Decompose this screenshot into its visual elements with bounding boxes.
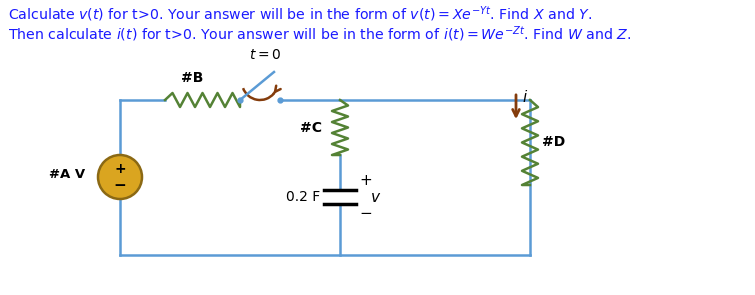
Text: Then calculate $i(t)$ for t>0. Your answer will be in the form of $i(t) = We^{-Z: Then calculate $i(t)$ for t>0. Your answ…	[8, 24, 631, 44]
Text: −: −	[113, 178, 126, 194]
Text: $i$: $i$	[522, 89, 528, 105]
Text: +: +	[359, 173, 371, 188]
Text: #C: #C	[300, 120, 322, 135]
Text: Calculate $v(t)$ for t>0. Your answer will be in the form of $v(t) = Xe^{-Yt}$. : Calculate $v(t)$ for t>0. Your answer wi…	[8, 4, 592, 24]
Text: 0.2 F: 0.2 F	[285, 190, 320, 204]
Text: $t = 0$: $t = 0$	[249, 48, 281, 62]
Text: #A V: #A V	[49, 168, 85, 181]
Circle shape	[98, 155, 142, 199]
Text: −: −	[359, 206, 371, 221]
Text: #D: #D	[542, 135, 565, 150]
Text: $v$: $v$	[370, 189, 381, 204]
Text: #B: #B	[181, 71, 204, 85]
Text: +: +	[114, 162, 126, 176]
